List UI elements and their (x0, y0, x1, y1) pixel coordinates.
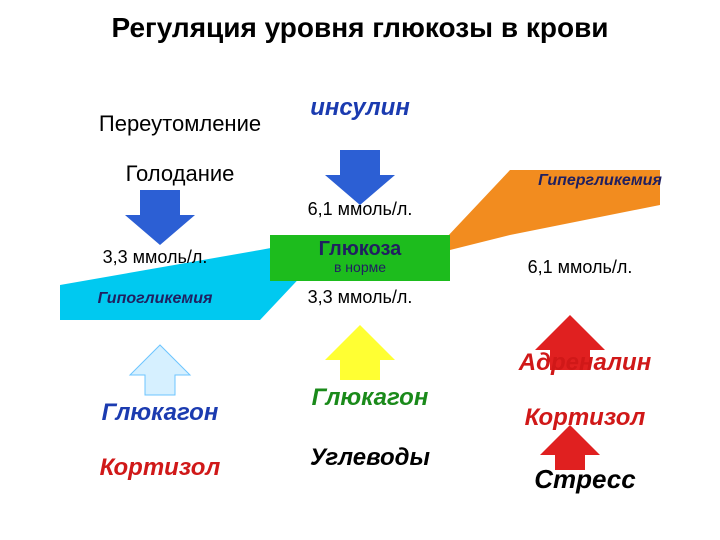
glucagon-up-arrow-left (130, 345, 190, 395)
label-hypo: Гипогликемия (75, 290, 235, 308)
label-carbs: Углеводы (290, 445, 450, 471)
insulin-down-arrow (325, 150, 395, 205)
label-glucagon_m: Глюкагон (290, 385, 450, 411)
label-adrenalin: Адреналин (500, 350, 670, 376)
label-insulin: инсулин (300, 95, 420, 121)
label-fasting: Голодание (90, 162, 270, 186)
label-glucose: Глюкоза (300, 238, 420, 260)
label-norm: в норме (300, 260, 420, 275)
label-cortisol_r: Кортизол (500, 405, 670, 431)
label-stress: Стресс (500, 465, 670, 494)
label-val_low: 3,3 ммоль/л. (95, 248, 215, 268)
label-hyper: Гипергликемия (520, 172, 680, 190)
label-val_high2: 6,1 ммоль/л. (520, 258, 640, 278)
label-overwork: Переутомление (90, 112, 270, 136)
fatigue-down-arrow (125, 190, 195, 245)
label-val_low2: 3,3 ммоль/л. (300, 288, 420, 308)
label-val_high: 6,1 ммоль/л. (300, 200, 420, 220)
label-cortisol_l: Кортизол (80, 455, 240, 481)
glucagon-up-arrow-mid (325, 325, 395, 380)
label-glucagon_l: Глюкагон (80, 400, 240, 426)
